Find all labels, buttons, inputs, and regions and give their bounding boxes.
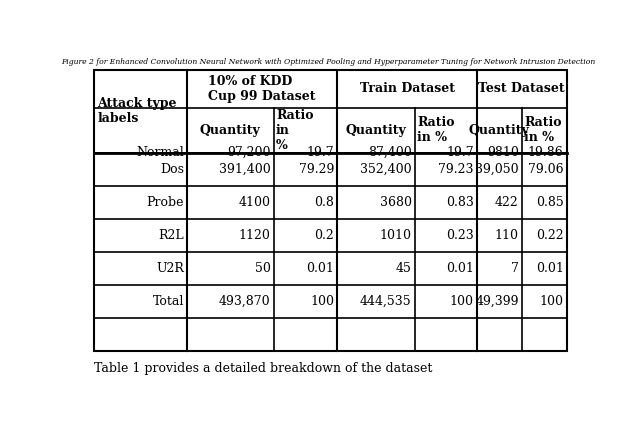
Text: 4100: 4100 — [239, 196, 271, 209]
Text: Total: Total — [152, 295, 184, 308]
Text: 0.8: 0.8 — [314, 196, 334, 209]
Text: Train Dataset: Train Dataset — [360, 82, 454, 95]
Text: 0.23: 0.23 — [446, 229, 474, 242]
Text: Ratio
in %: Ratio in % — [417, 117, 454, 145]
Text: 100: 100 — [540, 295, 564, 308]
Text: 1010: 1010 — [380, 229, 412, 242]
Text: R2L: R2L — [158, 229, 184, 242]
Text: 7: 7 — [511, 262, 518, 275]
Bar — [94, 70, 566, 351]
Text: 3680: 3680 — [380, 196, 412, 209]
Text: 19.7: 19.7 — [446, 146, 474, 159]
Text: 79.06: 79.06 — [528, 162, 564, 176]
Text: 19.86: 19.86 — [528, 146, 564, 159]
Text: 352,400: 352,400 — [360, 162, 412, 176]
Text: 9810: 9810 — [487, 146, 518, 159]
Text: 1120: 1120 — [239, 229, 271, 242]
Text: Probe: Probe — [147, 196, 184, 209]
Text: 391,400: 391,400 — [219, 162, 271, 176]
Text: 0.22: 0.22 — [536, 229, 564, 242]
Text: 10% of KDD
Cup 99 Dataset: 10% of KDD Cup 99 Dataset — [209, 75, 316, 103]
Text: 110: 110 — [495, 229, 518, 242]
Text: 422: 422 — [495, 196, 518, 209]
Text: 97,200: 97,200 — [227, 146, 271, 159]
Text: 493,870: 493,870 — [219, 295, 271, 308]
Text: Normal: Normal — [136, 146, 184, 159]
Text: 444,535: 444,535 — [360, 295, 412, 308]
Text: 49,399: 49,399 — [475, 295, 518, 308]
Text: 79.29: 79.29 — [299, 162, 334, 176]
Text: 0.01: 0.01 — [446, 262, 474, 275]
Text: Quantity: Quantity — [469, 124, 530, 137]
Text: Dos: Dos — [160, 162, 184, 176]
Text: 0.85: 0.85 — [536, 196, 564, 209]
Text: 19.7: 19.7 — [307, 146, 334, 159]
Text: Attack type
labels: Attack type labels — [97, 97, 177, 125]
Text: 0.83: 0.83 — [446, 196, 474, 209]
Text: 0.01: 0.01 — [536, 262, 564, 275]
Text: 0.2: 0.2 — [314, 229, 334, 242]
Text: 79.23: 79.23 — [438, 162, 474, 176]
Text: 39,050: 39,050 — [475, 162, 518, 176]
Text: 45: 45 — [396, 262, 412, 275]
Text: 50: 50 — [255, 262, 271, 275]
Text: Quantity: Quantity — [200, 124, 260, 137]
Text: 100: 100 — [450, 295, 474, 308]
Text: Figure 2 for Enhanced Convolution Neural Network with Optimized Pooling and Hype: Figure 2 for Enhanced Convolution Neural… — [61, 58, 595, 66]
Text: Test Dataset: Test Dataset — [479, 82, 565, 95]
Text: 0.01: 0.01 — [307, 262, 334, 275]
Text: U2R: U2R — [156, 262, 184, 275]
Text: 100: 100 — [310, 295, 334, 308]
Text: Ratio
in %: Ratio in % — [524, 117, 561, 145]
Text: Table 1 provides a detailed breakdown of the dataset: Table 1 provides a detailed breakdown of… — [94, 362, 433, 375]
Text: Quantity: Quantity — [346, 124, 406, 137]
Text: 87,400: 87,400 — [368, 146, 412, 159]
Text: Ratio
in
%: Ratio in % — [276, 109, 314, 152]
